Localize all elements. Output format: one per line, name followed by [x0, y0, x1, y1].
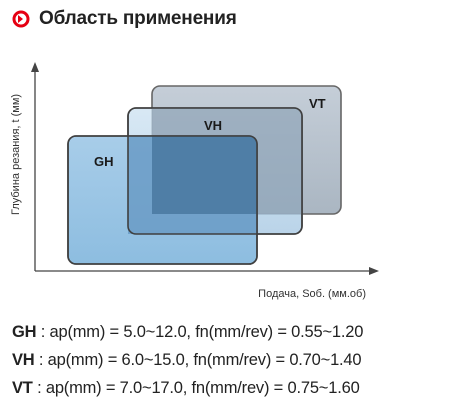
spec-line-vh: VH : ap(mm) = 6.0~15.0, fn(mm/rev) = 0.7… [12, 346, 363, 374]
y-axis-label: Глубина резания, t (мм) [10, 94, 22, 215]
region-label-vh: VH [204, 118, 222, 133]
spec-values: : ap(mm) = 6.0~15.0, fn(mm/rev) = 0.70~1… [34, 351, 362, 369]
region-vh-outline [127, 107, 303, 235]
page-title: Область применения [39, 8, 237, 29]
section-header: Область применения [12, 6, 237, 32]
spec-line-gh: GH : ap(mm) = 5.0~12.0, fn(mm/rev) = 0.5… [12, 318, 363, 346]
spec-line-vt: VT : ap(mm) = 7.0~17.0, fn(mm/rev) = 0.7… [12, 374, 363, 402]
overlap-gh-vh-vt [152, 136, 257, 214]
x-axis-arrow-icon [369, 267, 379, 275]
spec-list: GH : ap(mm) = 5.0~12.0, fn(mm/rev) = 0.5… [12, 318, 363, 402]
region-gh-outline [67, 135, 258, 265]
spec-grade: GH [12, 323, 37, 341]
application-range-diagram: VT VH GH Глубина резания, t (мм) Подача,… [10, 62, 379, 300]
spec-values: : ap(mm) = 5.0~12.0, fn(mm/rev) = 0.55~1… [36, 323, 364, 341]
region-label-gh: GH [94, 154, 114, 169]
y-axis-arrow-icon [31, 62, 39, 72]
spec-values: : ap(mm) = 7.0~17.0, fn(mm/rev) = 0.75~1… [32, 379, 360, 397]
region-label-vt: VT [309, 96, 326, 111]
spec-grade: VT [12, 379, 33, 397]
red-circle-arrow-icon [12, 10, 30, 28]
spec-grade: VH [12, 351, 35, 369]
x-axis-label: Подача, Sоб. (мм.об) [258, 288, 366, 300]
